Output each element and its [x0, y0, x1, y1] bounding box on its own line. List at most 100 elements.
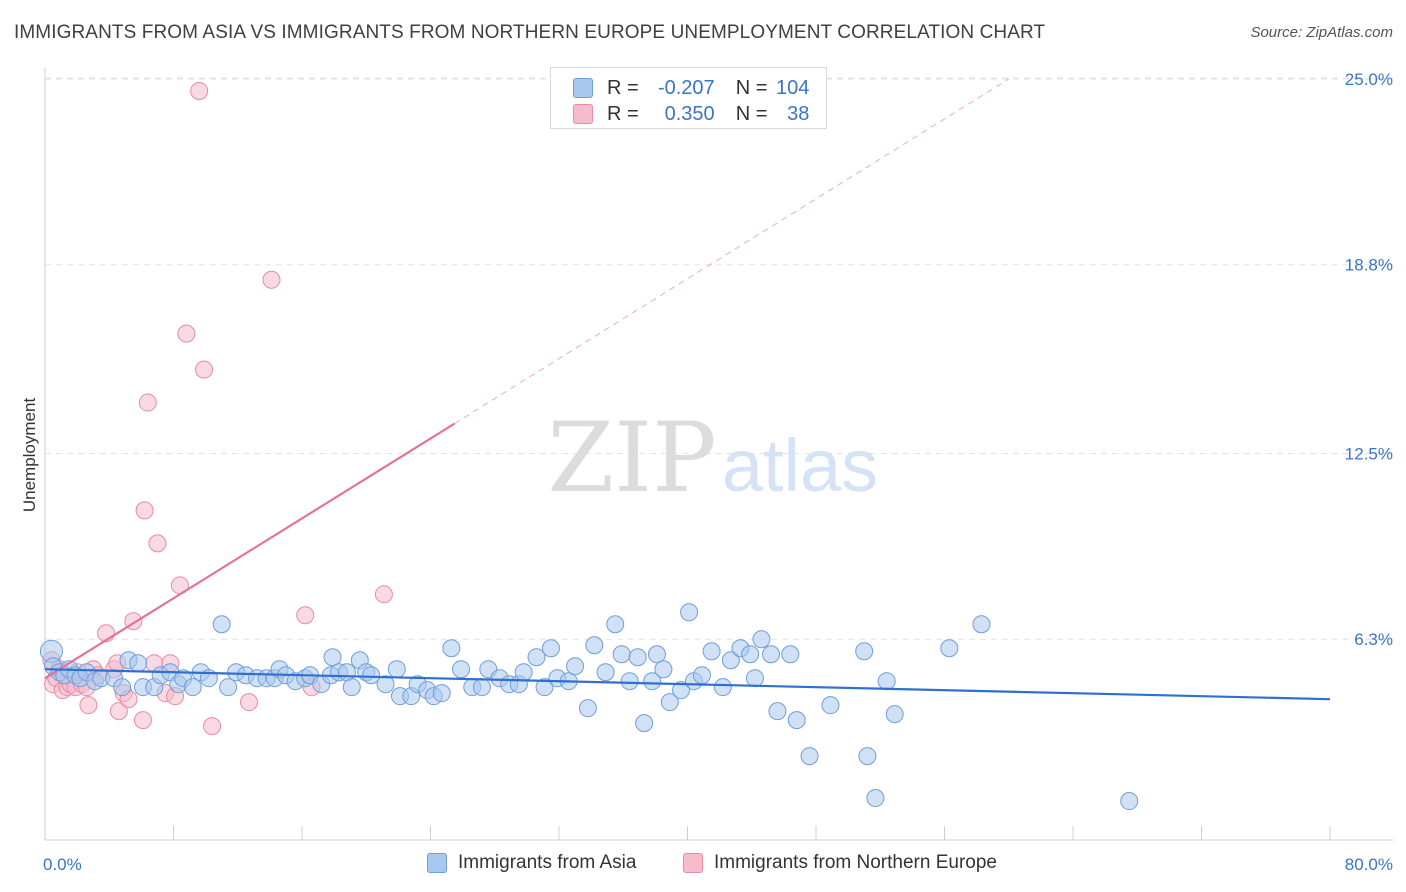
asia-point	[721, 651, 740, 670]
asia-point	[129, 654, 148, 673]
asia-point	[323, 648, 342, 667]
x-tick-label-max: 80.0%	[1345, 855, 1393, 874]
asia-legend-label: Immigrants from Asia	[458, 852, 637, 873]
asia-point	[212, 615, 231, 634]
correlation-legend: R = -0.207 N = 104 R = 0.350 N = 38	[550, 67, 827, 129]
asia-r-label: R =	[607, 76, 639, 99]
europe-point	[203, 717, 222, 736]
europe-point	[109, 702, 128, 721]
asia-point	[452, 660, 471, 679]
asia-point	[183, 678, 202, 697]
asia-trend-line	[44, 668, 1331, 701]
watermark: ZIP atlas	[547, 402, 878, 514]
europe-point	[296, 606, 315, 625]
europe-trend-line	[44, 422, 456, 680]
series-legend: Immigrants from Asia Immigrants from Nor…	[0, 852, 1406, 878]
source-label: Source: ZipAtlas.com	[1250, 24, 1393, 41]
asia-point	[858, 747, 877, 766]
asia-point	[578, 699, 597, 718]
europe-r-value: 0.350	[664, 102, 715, 125]
europe-swatch	[573, 104, 593, 124]
legend-row-asia: R = -0.207 N = 104	[573, 76, 809, 100]
watermark-atlas: atlas	[722, 424, 878, 507]
europe-r-label: R =	[607, 102, 639, 125]
asia-point	[702, 642, 721, 661]
asia-r-value: -0.207	[657, 76, 715, 99]
asia-point	[376, 675, 395, 694]
asia-legend-swatch	[427, 853, 447, 873]
europe-point	[190, 81, 209, 100]
chart-title: IMMIGRANTS FROM ASIA VS IMMIGRANTS FROM …	[14, 22, 1046, 43]
asia-swatch	[573, 78, 593, 98]
asia-point	[692, 666, 711, 685]
europe-point	[133, 711, 152, 730]
asia-point	[866, 789, 885, 808]
asia-point	[635, 714, 654, 733]
asia-point	[647, 645, 666, 664]
asia-point	[585, 636, 604, 655]
asia-point	[566, 657, 585, 676]
asia-point	[654, 660, 673, 679]
asia-point	[535, 678, 554, 697]
europe-point	[239, 693, 258, 712]
europe-point	[177, 324, 196, 343]
asia-point	[612, 645, 631, 664]
asia-point	[877, 672, 896, 691]
europe-legend-label: Immigrants from Northern Europe	[714, 852, 997, 873]
asia-point	[362, 666, 381, 685]
asia-point	[781, 645, 800, 664]
asia-point	[787, 711, 806, 730]
asia-point	[442, 639, 461, 658]
europe-point	[135, 501, 154, 520]
legend-row-europe: R = 0.350 N = 38	[573, 102, 809, 126]
europe-n-label: N =	[735, 102, 768, 125]
x-tick-label-min: 0.0%	[43, 855, 82, 874]
asia-point	[337, 663, 356, 682]
asia-point	[713, 678, 732, 697]
trend-lines	[44, 78, 1331, 701]
europe-point	[138, 393, 157, 412]
asia-point	[1120, 792, 1139, 811]
europe-trend-extension	[454, 78, 1010, 424]
asia-point	[672, 681, 691, 700]
y-tick-label: 12.5%	[1345, 444, 1393, 463]
europe-point	[79, 696, 98, 715]
y-axis-label: Unemployment	[20, 398, 39, 513]
asia-point	[768, 702, 787, 721]
grid-lines	[45, 77, 1393, 640]
europe-points	[42, 81, 393, 736]
asia-point	[855, 642, 874, 661]
asia-point	[620, 672, 639, 691]
asia-point	[541, 639, 560, 658]
europe-point	[195, 360, 214, 379]
asia-point	[527, 648, 546, 667]
asia-point	[741, 645, 760, 664]
watermark-zip: ZIP	[547, 402, 716, 514]
asia-point	[432, 684, 451, 703]
asia-point	[752, 630, 771, 649]
asia-point	[643, 672, 662, 691]
legend-item-europe[interactable]: Immigrants from Northern Europe	[683, 852, 997, 874]
y-tick-label: 6.3%	[1354, 630, 1393, 649]
asia-point	[762, 645, 781, 664]
asia-point	[800, 747, 819, 766]
asia-point	[606, 615, 625, 634]
asia-n-value: 104	[776, 76, 810, 99]
europe-point	[374, 585, 393, 604]
asia-point	[219, 678, 238, 697]
asia-point	[660, 693, 679, 712]
asia-point	[628, 648, 647, 667]
europe-n-value: 38	[787, 102, 810, 125]
europe-legend-swatch	[683, 853, 703, 873]
y-tick-label: 25.0%	[1345, 70, 1393, 89]
asia-point	[514, 663, 533, 682]
legend-item-asia[interactable]: Immigrants from Asia	[427, 852, 636, 874]
asia-point	[472, 678, 491, 697]
asia-point	[821, 696, 840, 715]
europe-point	[148, 534, 167, 553]
asia-point	[596, 663, 615, 682]
asia-points	[39, 603, 1139, 811]
asia-n-label: N =	[735, 76, 768, 99]
asia-point	[113, 678, 132, 697]
